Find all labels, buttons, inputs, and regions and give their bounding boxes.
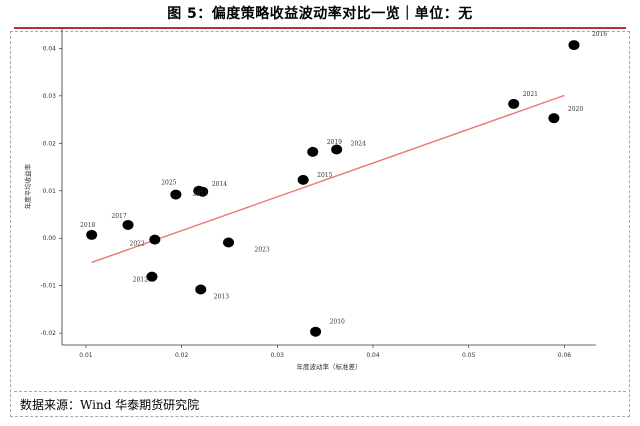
source-note: 数据来源：Wind 华泰期货研究院	[20, 398, 200, 412]
point-labels: 2016 2021 2020 2024 2019 2015 2025 2014 2011 2017…	[80, 31, 607, 326]
point-label-2020: 2020	[568, 106, 583, 113]
data-point-2013	[195, 284, 207, 295]
x-ticks: 0.01 0.02 0.03 0.04 0.05 0.06	[79, 345, 571, 359]
chart-title: 图 5：偏度策略收益波动率对比一览｜单位：无	[167, 6, 473, 22]
y-tick-label: 0.00	[43, 235, 57, 242]
figure-frame	[10, 31, 630, 417]
trend-line	[91, 94, 565, 264]
data-point-2023	[223, 237, 235, 248]
point-label-2014: 2014	[212, 181, 227, 188]
data-point-2017	[122, 219, 134, 230]
point-label-2019: 2019	[327, 139, 342, 146]
x-tick-label: 0.03	[271, 352, 285, 359]
point-label-2021: 2021	[523, 91, 538, 98]
x-tick-label: 0.02	[175, 352, 189, 359]
data-point-2022	[149, 234, 161, 245]
data-point-2021	[508, 98, 520, 109]
point-label-2025: 2025	[161, 180, 176, 187]
data-point-2012	[146, 271, 158, 282]
x-axis-title: 年度波动率（标准差）	[297, 362, 362, 371]
source-divider	[14, 391, 626, 392]
data-point-2015	[297, 174, 309, 185]
point-label-2017: 2017	[111, 213, 126, 220]
y-tick-label: 0.04	[43, 45, 57, 52]
point-label-2010: 2010	[330, 319, 345, 326]
point-label-2012: 2012	[133, 277, 148, 284]
y-tick-label: 0.02	[43, 140, 57, 147]
point-label-2011: 2011	[193, 191, 208, 198]
data-point-2020	[548, 113, 560, 124]
y-ticks: -0.02 -0.01 0.00 0.01 0.02 0.03 0.04	[40, 45, 62, 337]
y-tick-label: 0.01	[43, 188, 57, 195]
title-rule	[14, 27, 626, 29]
data-points	[86, 40, 580, 337]
y-axis-title: 年度平均收益率	[23, 163, 32, 209]
y-tick-label: -0.02	[40, 330, 56, 337]
data-point-2018	[86, 229, 98, 240]
x-tick-label: 0.01	[79, 352, 93, 359]
x-tick-label: 0.06	[558, 352, 572, 359]
data-point-2010	[310, 326, 322, 337]
y-tick-label: -0.01	[40, 283, 56, 290]
point-label-2015: 2015	[317, 172, 332, 179]
point-label-2018: 2018	[80, 222, 95, 229]
x-tick-label: 0.04	[366, 352, 380, 359]
data-point-2024	[331, 144, 343, 155]
point-label-2016: 2016	[592, 31, 607, 38]
data-point-2025	[170, 189, 182, 200]
point-label-2022: 2022	[130, 241, 145, 248]
point-label-2013: 2013	[214, 293, 229, 300]
y-tick-label: 0.03	[43, 93, 57, 100]
data-point-2019	[307, 146, 319, 157]
point-label-2023: 2023	[255, 246, 270, 253]
point-label-2024: 2024	[351, 140, 366, 147]
data-point-2011	[197, 186, 209, 197]
x-tick-label: 0.05	[462, 352, 476, 359]
data-point-2016	[568, 40, 580, 51]
